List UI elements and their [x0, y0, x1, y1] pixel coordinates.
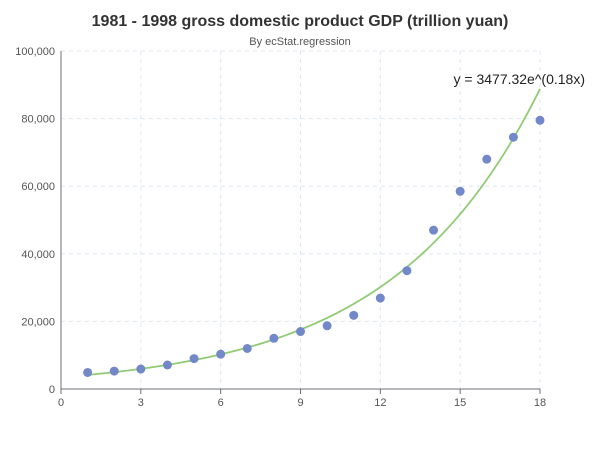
chart-title: 1981 - 1998 gross domestic product GDP (… — [92, 13, 509, 30]
x-tick-label: 6 — [218, 397, 224, 409]
x-tick-label: 3 — [138, 397, 144, 409]
data-point — [322, 321, 332, 331]
data-point — [269, 333, 279, 343]
x-tick-label: 18 — [534, 397, 546, 409]
chart-subtitle: By ecStat.regression — [249, 36, 351, 48]
data-point — [189, 354, 199, 364]
data-point — [349, 310, 359, 320]
data-point — [242, 343, 252, 353]
data-point — [109, 366, 119, 376]
grid-lines — [61, 50, 541, 389]
data-points — [83, 115, 545, 377]
data-point — [455, 186, 465, 196]
data-point — [429, 225, 439, 235]
data-point — [216, 349, 226, 359]
x-tick-label: 12 — [374, 397, 386, 409]
y-tick-label: 20,000 — [21, 316, 55, 328]
data-point — [402, 266, 412, 276]
y-tick-label: 40,000 — [21, 249, 55, 261]
data-point — [296, 327, 305, 337]
regression-line — [87, 88, 541, 376]
regression-equation: y = 3477.32e^(0.18x) — [454, 71, 586, 87]
data-point — [162, 360, 172, 370]
tick-labels: 0 20,000 40,000 60,000 80,000 100,000 0 3 6 9 12 15… — [15, 46, 546, 409]
x-tick-label: 0 — [58, 397, 64, 409]
y-tick-label: 100,000 — [15, 46, 55, 58]
axes — [60, 51, 541, 394]
y-tick-label: 0 — [49, 384, 55, 396]
x-tick-label: 9 — [297, 397, 303, 409]
data-point — [136, 364, 146, 374]
data-point — [375, 293, 385, 303]
data-point — [508, 132, 518, 142]
x-tick-label: 15 — [454, 397, 466, 409]
y-tick-label: 80,000 — [21, 114, 55, 126]
data-point — [83, 367, 93, 377]
y-tick-label: 60,000 — [21, 181, 55, 193]
data-point — [535, 115, 545, 125]
data-point — [482, 154, 492, 164]
